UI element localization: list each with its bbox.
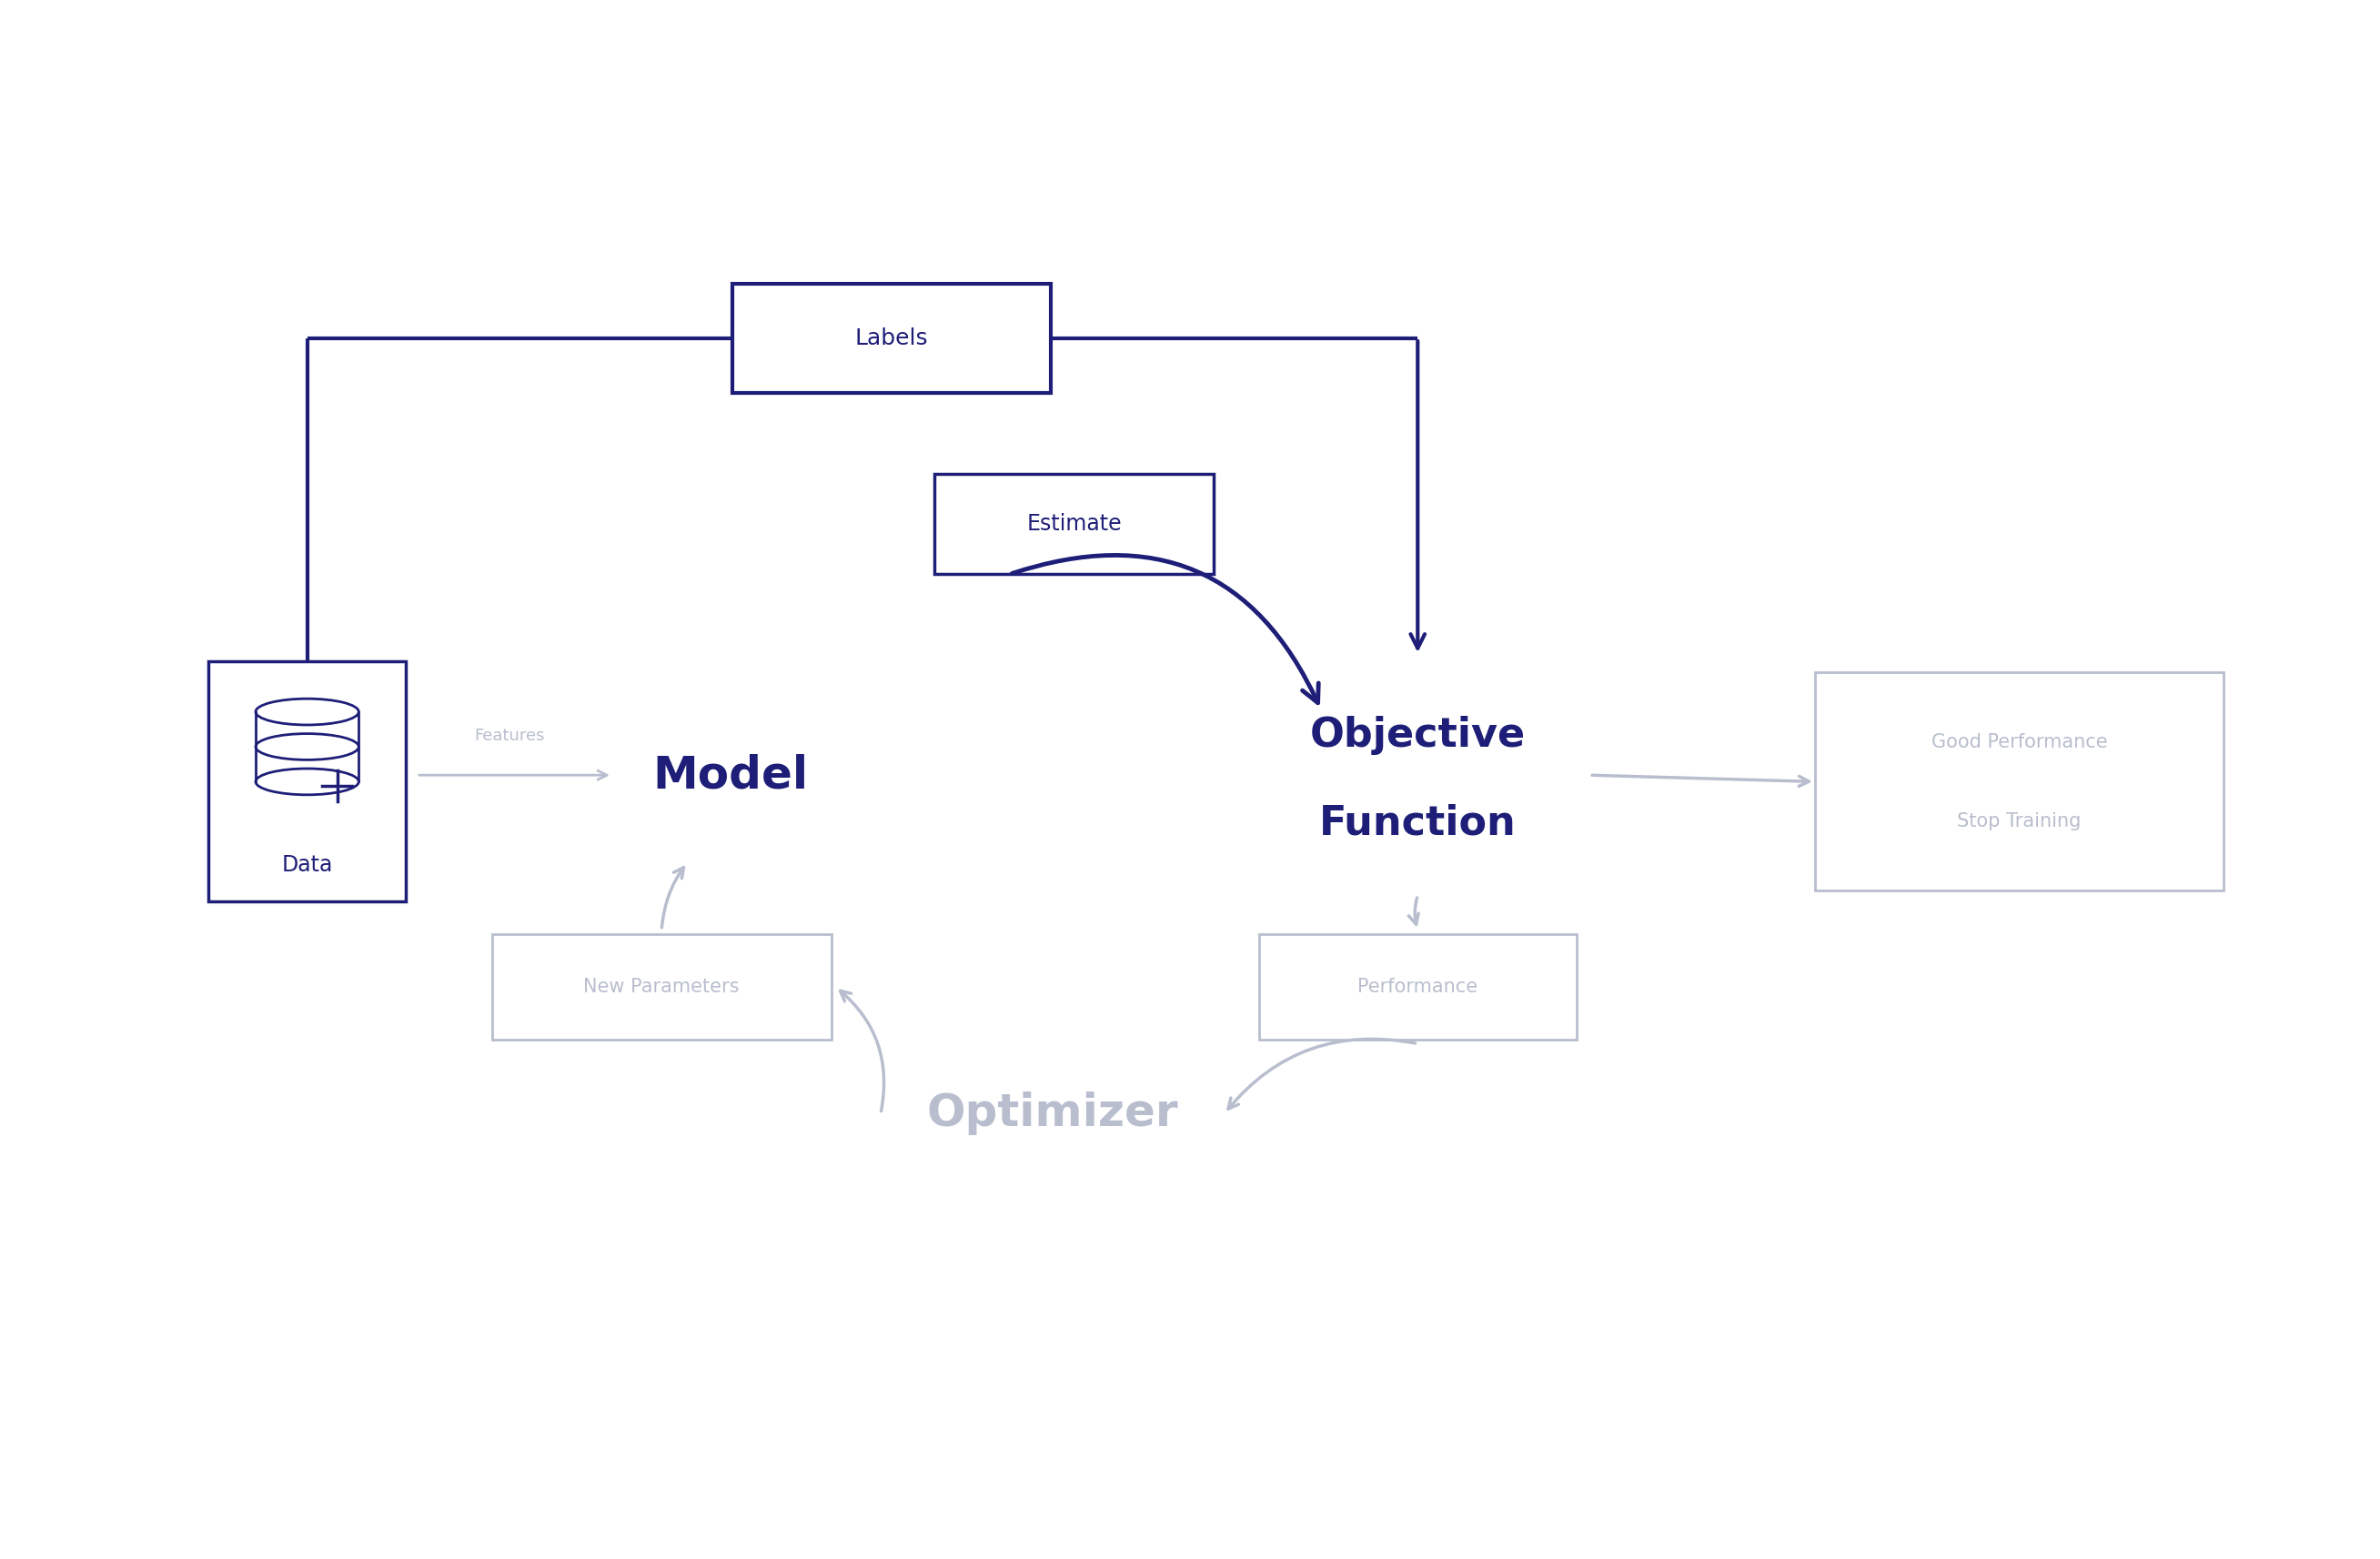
Text: Labels: Labels — [854, 327, 928, 349]
FancyBboxPatch shape — [209, 661, 407, 901]
FancyBboxPatch shape — [733, 284, 1050, 393]
Text: Stop Training: Stop Training — [1956, 812, 2080, 829]
Text: Data: Data — [281, 854, 333, 876]
Text: Performance: Performance — [1357, 977, 1478, 996]
FancyBboxPatch shape — [1259, 934, 1576, 1040]
Text: Function: Function — [1319, 803, 1516, 843]
Text: Estimate: Estimate — [1026, 513, 1121, 535]
Text: Good Performance: Good Performance — [1930, 733, 2106, 751]
FancyBboxPatch shape — [935, 474, 1214, 574]
Text: Features: Features — [474, 728, 545, 744]
Text: Optimizer: Optimizer — [926, 1091, 1178, 1135]
FancyBboxPatch shape — [493, 934, 831, 1040]
Text: New Parameters: New Parameters — [583, 977, 740, 996]
FancyBboxPatch shape — [1816, 672, 2223, 890]
Text: Objective: Objective — [1309, 716, 1526, 756]
Text: Model: Model — [652, 753, 809, 797]
